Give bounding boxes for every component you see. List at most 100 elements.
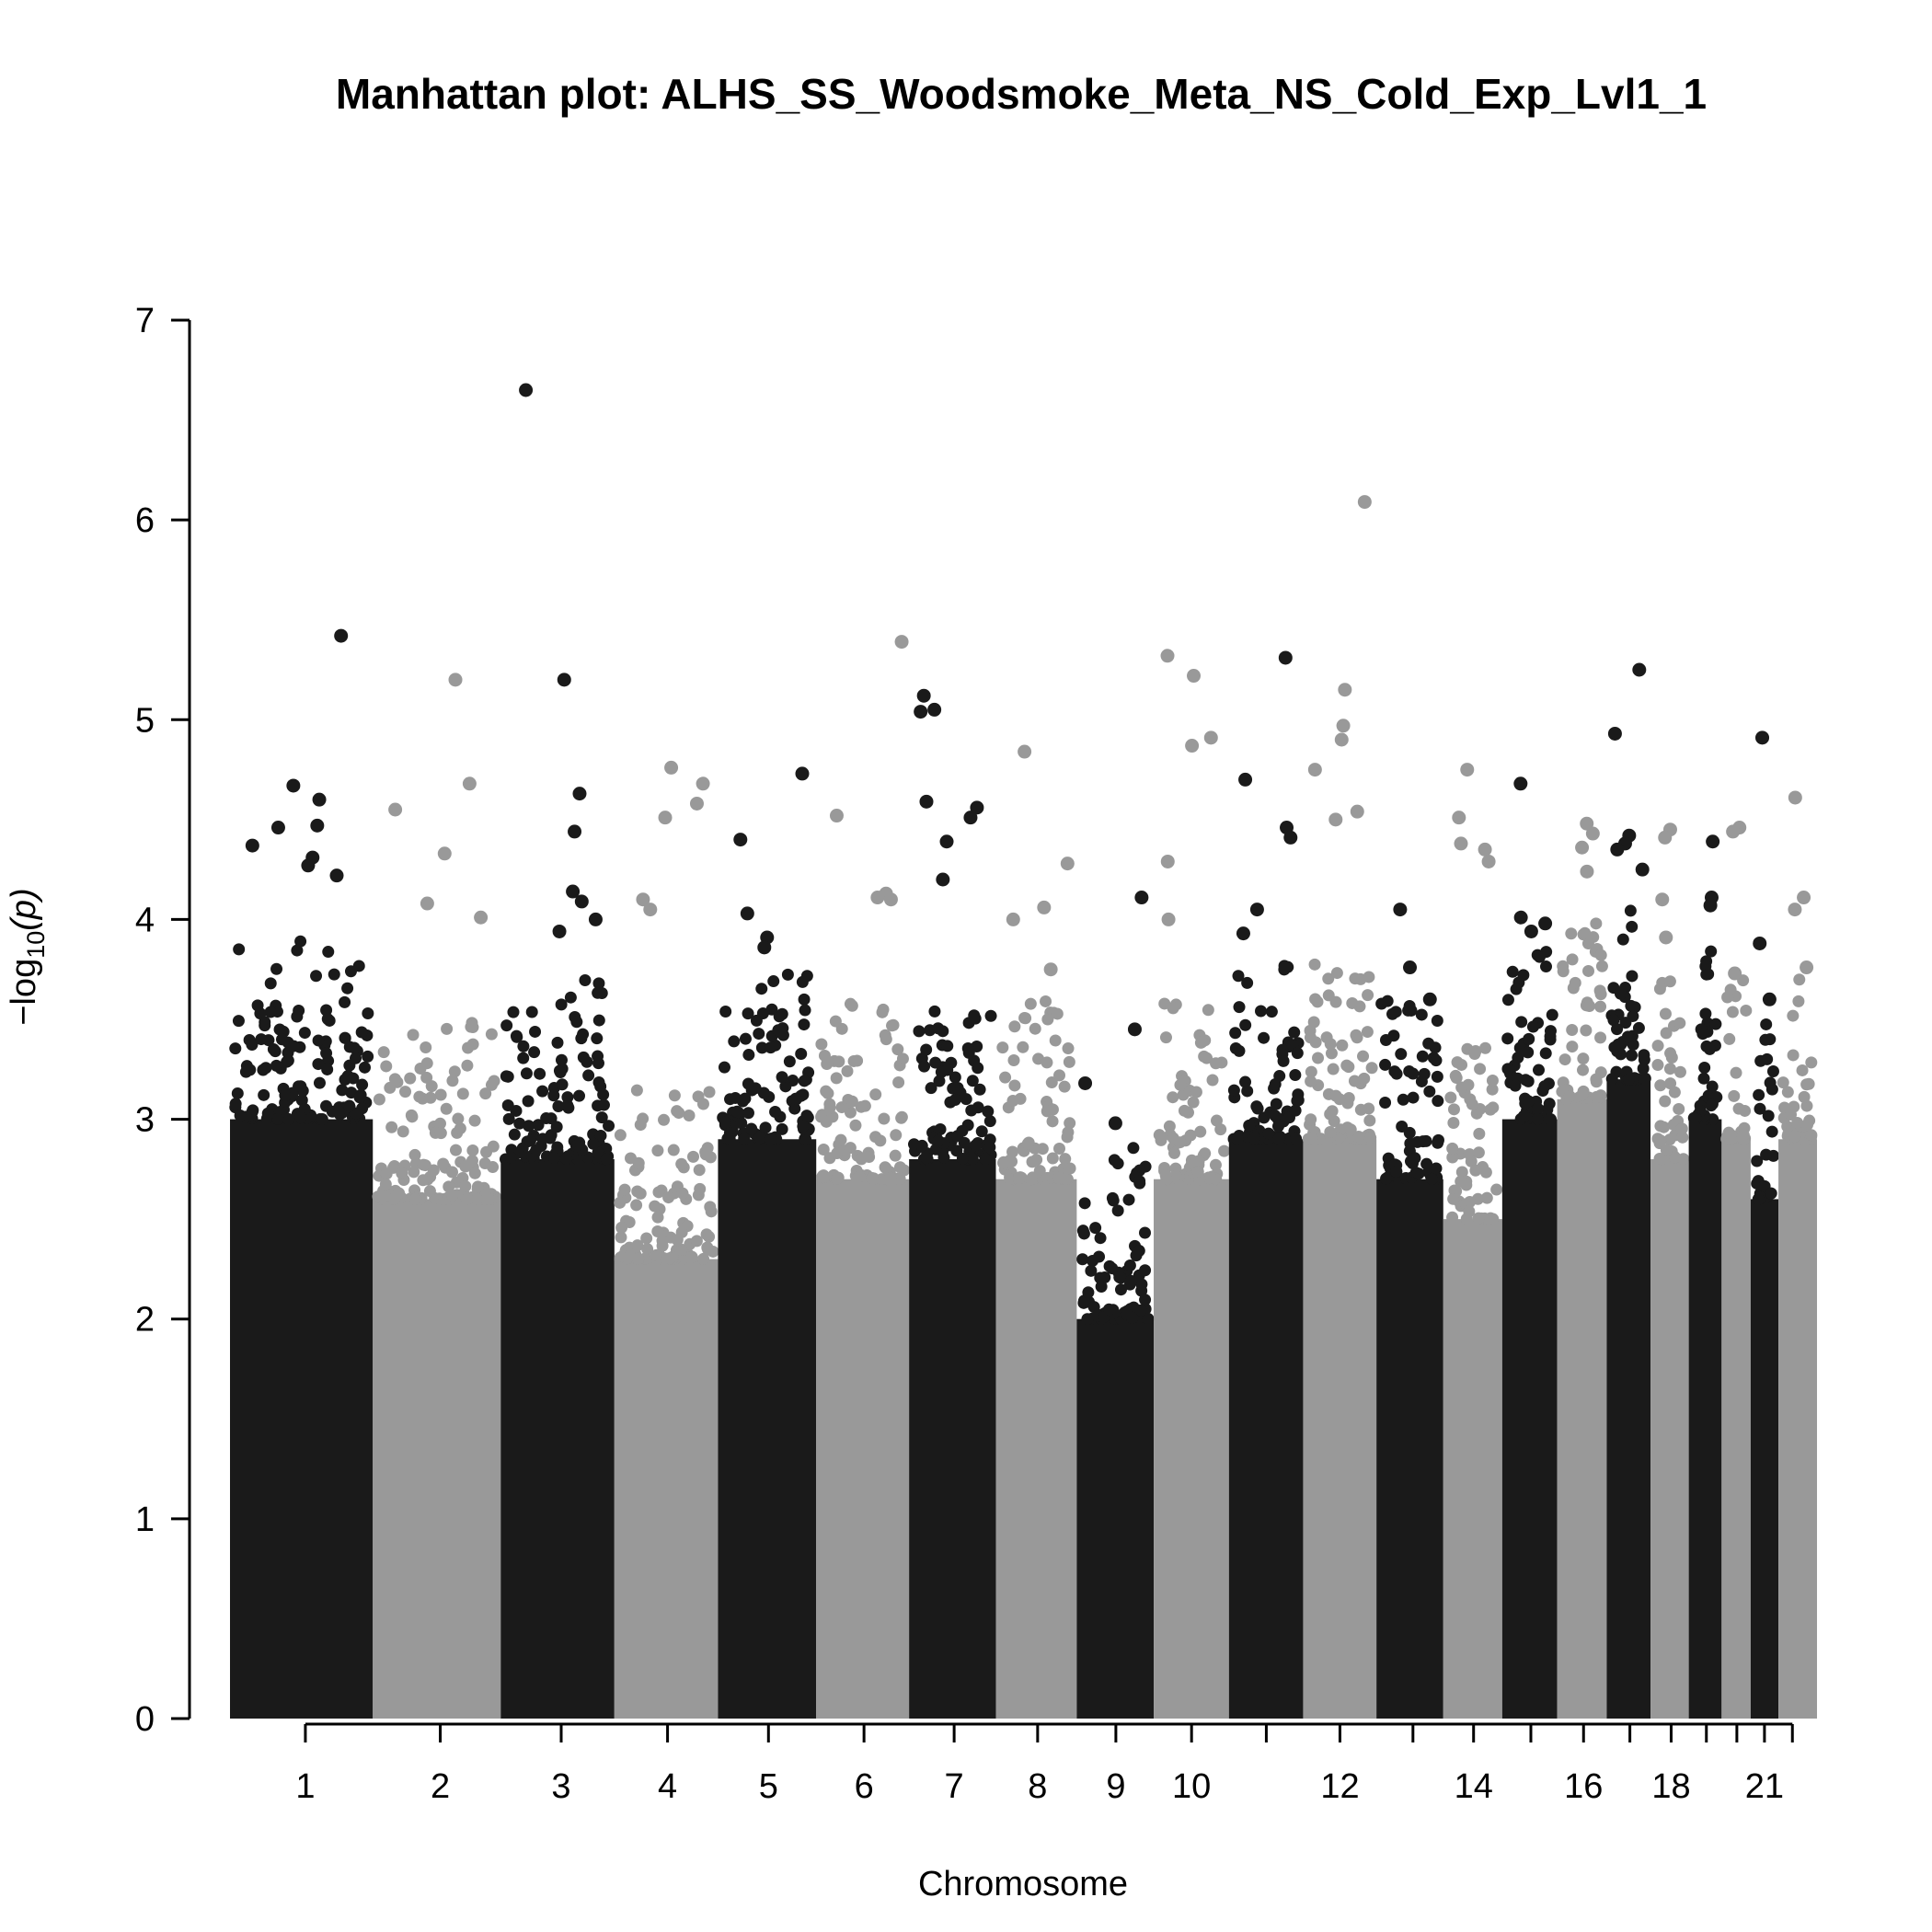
y-tick-label: 4: [135, 901, 155, 939]
snp-point: [1270, 1098, 1282, 1110]
peak-point: [664, 760, 679, 775]
snp-point: [1124, 1274, 1137, 1287]
peak-point: [301, 858, 316, 873]
chromosome-5-points: [717, 766, 817, 1719]
snp-point: [1381, 995, 1394, 1007]
snp-point: [1754, 1102, 1766, 1115]
peak-point: [740, 906, 754, 921]
snp-point: [615, 1221, 628, 1234]
snp-point: [320, 1004, 333, 1017]
snp-point: [500, 1019, 513, 1032]
snp-point: [1320, 1031, 1333, 1044]
peak-point: [1585, 826, 1600, 841]
snp-point: [592, 986, 604, 999]
snp-point: [984, 1009, 997, 1022]
snp-point: [719, 1005, 732, 1018]
snp-point: [789, 1092, 802, 1105]
x-tick-label: 3: [551, 1767, 570, 1806]
peak-point: [1728, 966, 1742, 981]
snp-point: [1479, 1166, 1492, 1179]
snp-point: [1577, 1052, 1590, 1065]
peak-point: [572, 787, 587, 801]
snp-point: [1081, 1313, 1094, 1326]
snp-point: [1676, 1131, 1689, 1144]
snp-point: [1291, 1047, 1304, 1060]
snp-point: [1732, 1102, 1745, 1115]
snp-point: [649, 1200, 661, 1213]
peak-point: [919, 794, 934, 809]
snp-point: [1362, 989, 1374, 1002]
peak-point: [1334, 732, 1349, 747]
snp-point: [1229, 1027, 1242, 1040]
snp-point: [1446, 1142, 1459, 1155]
snp-point: [282, 1112, 295, 1125]
snp-point: [1233, 1001, 1246, 1014]
snp-point: [1726, 1006, 1739, 1018]
chromosome-6-points: [815, 635, 911, 1719]
snp-point: [1423, 1085, 1436, 1098]
snp-point: [1543, 1098, 1556, 1110]
snp-point: [555, 998, 568, 1011]
snp-point: [937, 1151, 950, 1164]
snp-point: [781, 968, 794, 981]
peak-point: [1043, 962, 1058, 977]
snp-point: [704, 1151, 717, 1164]
snp-point: [1085, 1264, 1098, 1277]
chromosome-17-points: [1605, 662, 1651, 1719]
snp-point: [255, 1033, 268, 1046]
snp-point: [739, 1092, 752, 1105]
snp-point: [1387, 1029, 1400, 1042]
x-tick-label: 6: [855, 1767, 874, 1806]
peak-point: [1580, 816, 1594, 831]
snp-point: [783, 1055, 796, 1068]
snp-point: [1484, 1103, 1497, 1116]
snp-point: [1159, 1169, 1172, 1182]
snp-point: [1638, 1049, 1650, 1062]
snp-point: [687, 1150, 700, 1163]
snp-point: [1290, 1133, 1303, 1145]
snp-point: [755, 1041, 768, 1054]
snp-point: [1361, 1026, 1374, 1039]
snp-point: [890, 1129, 903, 1142]
peak-point: [1278, 650, 1293, 665]
snp-point: [779, 1080, 792, 1093]
peak-point: [1336, 719, 1351, 733]
snp-point: [694, 1182, 707, 1195]
snp-point: [1363, 971, 1375, 983]
peak-point: [388, 802, 403, 817]
snp-point: [479, 1087, 492, 1100]
snp-point: [651, 1144, 664, 1157]
snp-point: [232, 1015, 245, 1028]
snp-point: [424, 1091, 437, 1104]
snp-point: [841, 1064, 854, 1077]
snp-point: [1258, 1031, 1271, 1044]
chromosome-17-point-cloud: [1606, 1079, 1651, 1719]
snp-point: [750, 1014, 763, 1027]
peak-point: [1108, 1116, 1122, 1131]
snp-point: [662, 1191, 675, 1204]
snp-point: [1322, 972, 1335, 985]
y-tick-label: 3: [135, 1101, 155, 1140]
snp-point: [632, 1252, 645, 1265]
snp-point: [1447, 1117, 1460, 1130]
snp-point: [675, 1157, 688, 1170]
snp-point: [561, 1091, 574, 1104]
snp-point: [1737, 1129, 1750, 1142]
snp-point: [1787, 1009, 1800, 1022]
snp-point: [534, 1067, 546, 1080]
snp-point: [393, 1187, 406, 1200]
snp-point: [1673, 1065, 1686, 1078]
snp-point: [983, 1115, 996, 1128]
peak-point: [1659, 930, 1673, 945]
peak-point: [474, 910, 489, 925]
snp-point: [1379, 1058, 1392, 1071]
peak-point: [1452, 811, 1466, 825]
snp-point: [258, 1088, 270, 1101]
x-tick-label: 2: [431, 1767, 450, 1806]
snp-point: [1792, 995, 1805, 1007]
snp-point: [1340, 1059, 1353, 1072]
snp-point: [231, 1087, 244, 1099]
snp-point: [1723, 1032, 1736, 1045]
snp-point: [409, 1192, 422, 1205]
snp-point: [830, 1072, 843, 1085]
